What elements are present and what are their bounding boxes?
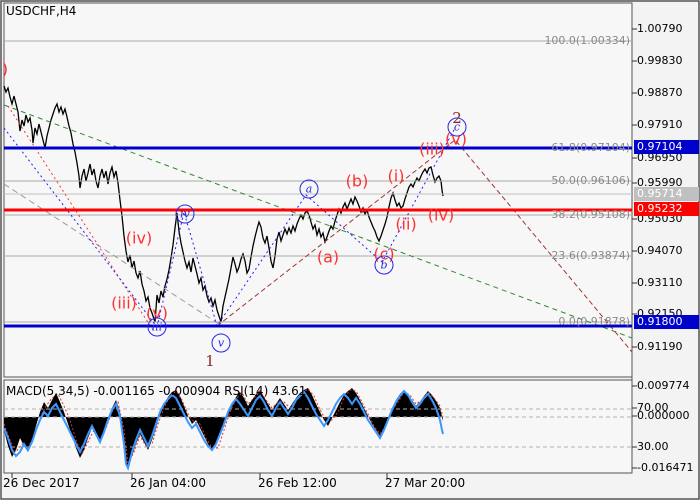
price-badge: 0.95714	[634, 187, 699, 201]
wave-path-blue	[156, 127, 456, 328]
wave-label: (iv)	[427, 205, 455, 225]
indicator-axis-label: -0.016471	[637, 461, 694, 474]
price-axis-label: 0.95990	[637, 176, 683, 189]
wave-label: (iv)	[125, 228, 153, 248]
time-axis-label: 26 Dec 2017	[3, 476, 80, 490]
wave-circle-label: b	[374, 255, 394, 275]
wave-label: (a)	[316, 247, 340, 267]
price-axis-label: 0.94070	[637, 244, 683, 257]
price-axis-label: 0.97910	[637, 118, 683, 131]
price-badge: 0.97104	[634, 140, 699, 154]
fib-label: 50.0(0.96106)	[551, 174, 630, 187]
fib-label: 38.2(0.95108)	[551, 208, 630, 221]
macd-signal	[3, 388, 444, 466]
wave-label: (i)	[387, 166, 405, 186]
axis-ticks	[11, 28, 637, 478]
wave-label: (iii)	[111, 293, 137, 313]
price-axis-label: 1.00790	[637, 22, 683, 35]
wave-circle-label: c	[447, 117, 467, 137]
indicator-axis-label: 0.000000	[637, 409, 690, 422]
price-axis-label: 0.99830	[637, 54, 683, 67]
wave-circle-label: iii	[147, 317, 167, 337]
indicator-label: MACD(5,34,5) -0.001165 -0.000904 RSI(14)…	[6, 384, 307, 398]
indicator-plot-frame[interactable]	[3, 379, 633, 474]
trendline-green	[3, 104, 633, 339]
wave-label: (b)	[345, 171, 369, 191]
wave-circle-label: iv	[175, 204, 195, 224]
main-plot-frame[interactable]	[3, 2, 633, 378]
price-axis-label: 0.91190	[637, 340, 683, 353]
trendline-gray	[3, 183, 223, 327]
cycle-label: 1	[205, 352, 215, 370]
wave-label: (iii)	[419, 139, 445, 159]
price-axis-label: 0.93110	[637, 276, 683, 289]
price-badge: 0.91800	[634, 315, 699, 329]
price-axis-label: 0.96950	[637, 151, 683, 164]
fib-label: 61.8(0.97104)	[551, 141, 630, 154]
fib-label: 23.6(0.93874)	[551, 249, 630, 262]
price-axis-label: 0.98870	[637, 86, 683, 99]
wave-circle-label: v	[211, 333, 231, 353]
time-axis-label: 26 Feb 12:00	[258, 476, 337, 490]
impulse-maroon-falling	[455, 140, 633, 353]
rsi-line	[3, 389, 444, 471]
chart-title: USDCHF,H4	[6, 4, 77, 18]
impulse-maroon-rising	[216, 139, 456, 327]
wave-label: )	[1, 59, 9, 79]
indicator-axis-label: 70.00	[637, 401, 669, 414]
wave-label: (ii)	[395, 214, 417, 234]
time-axis-label: 26 Jan 04:00	[130, 476, 206, 490]
wave-circle-label: a	[299, 179, 319, 199]
indicator-axis-label: 30.00	[637, 440, 669, 453]
projection-blue-left	[3, 127, 158, 328]
fib-label: 100.0(1.00334)	[544, 34, 630, 47]
fib-label: 0.0(0.91878)	[558, 315, 630, 328]
time-axis-label: 27 Mar 20:00	[385, 476, 466, 490]
cycle-label: 2	[452, 109, 462, 127]
indicator-axis-label: 0.009774	[637, 379, 690, 392]
price-path	[3, 85, 444, 323]
price-badge: 0.95232	[634, 202, 699, 216]
